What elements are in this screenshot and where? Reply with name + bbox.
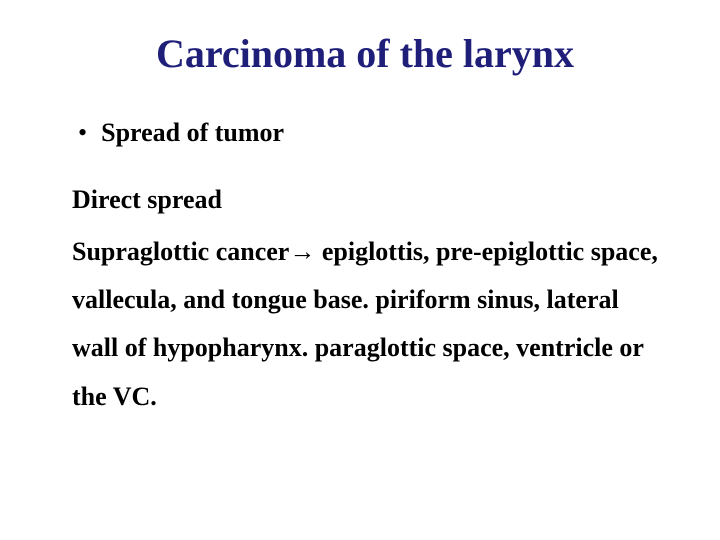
slide-title: Carcinoma of the larynx — [70, 30, 660, 77]
bullet-marker: • — [78, 117, 87, 148]
slide: Carcinoma of the larynx • Spread of tumo… — [0, 0, 720, 540]
paragraph: Supraglottic cancer→ epiglottis, pre-epi… — [72, 228, 660, 420]
bullet-text: Spread of tumor — [101, 117, 284, 148]
body-text: Direct spread Supraglottic cancer→ epigl… — [72, 176, 660, 420]
subheading: Direct spread — [72, 176, 660, 224]
bullet-item: • Spread of tumor — [70, 117, 660, 148]
